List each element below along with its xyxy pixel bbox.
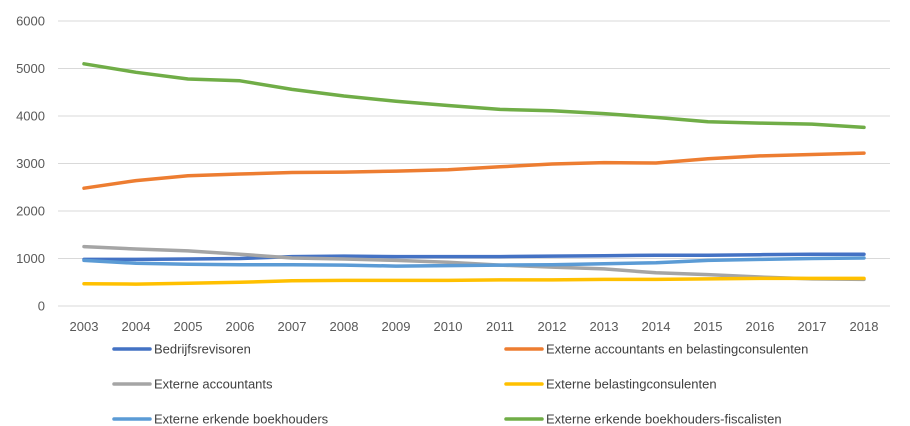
y-tick-label: 3000 — [16, 156, 45, 171]
y-tick-label: 5000 — [16, 61, 45, 76]
y-tick-label: 2000 — [16, 204, 45, 219]
y-tick-label: 4000 — [16, 109, 45, 124]
x-tick-label: 2012 — [538, 319, 567, 334]
x-tick-label: 2009 — [382, 319, 411, 334]
x-tick-label: 2006 — [226, 319, 255, 334]
legend-label: Externe erkende boekhouders — [154, 412, 329, 426]
series-line-1 — [82, 151, 866, 190]
x-tick-label: 2018 — [850, 319, 879, 334]
legend-label: Externe accountants — [154, 377, 273, 392]
x-tick-label: 2010 — [434, 319, 463, 334]
x-tick-label: 2003 — [70, 319, 99, 334]
legend-label: Bedrijfsrevisoren — [154, 342, 251, 357]
x-tick-label: 2011 — [486, 319, 514, 334]
x-tick-label: 2004 — [122, 319, 151, 334]
x-axis-ticks: 2003 2004 2005 2006 2007 2008 2009 2010 2011 2012… — [70, 319, 879, 334]
legend-label: Externe erkende boekhouders-fiscalisten — [546, 412, 782, 426]
x-tick-label: 2005 — [174, 319, 203, 334]
x-tick-label: 2008 — [330, 319, 359, 334]
y-axis-ticks: 0 1000 2000 3000 4000 5000 6000 — [16, 14, 45, 314]
y-tick-label: 1000 — [16, 251, 45, 266]
legend-label: Externe belastingconsulenten — [546, 377, 717, 392]
y-tick-label: 0 — [38, 299, 45, 314]
series-line-3 — [82, 276, 866, 286]
series-line-4 — [82, 256, 866, 268]
legend-label: Externe accountants en belastingconsulen… — [546, 342, 808, 357]
x-tick-label: 2016 — [746, 319, 775, 334]
legend: Bedrijfsrevisoren Externe accountants en … — [112, 342, 808, 426]
y-tick-label: 6000 — [16, 14, 45, 29]
x-tick-label: 2014 — [642, 319, 671, 334]
x-tick-label: 2017 — [798, 319, 827, 334]
series-lines — [82, 62, 866, 286]
x-tick-label: 2007 — [278, 319, 307, 334]
series-line-0 — [82, 252, 866, 262]
x-tick-label: 2015 — [694, 319, 723, 334]
series-line-5 — [82, 62, 866, 130]
x-tick-label: 2013 — [590, 319, 619, 334]
